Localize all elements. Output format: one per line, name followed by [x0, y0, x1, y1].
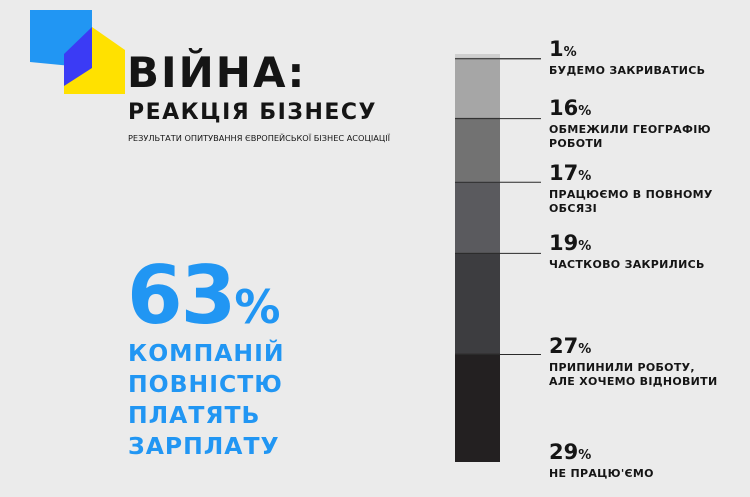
- highlight-line: ПОВНІСТЮ: [128, 370, 283, 398]
- data-label-number: 17: [549, 161, 579, 185]
- data-label-unit: %: [578, 104, 592, 119]
- data-label-value: 1%: [549, 38, 705, 64]
- highlight-line: ПЛАТЯТЬ: [128, 401, 261, 429]
- bar-segment: [455, 54, 500, 58]
- data-label-text: ОБМЕЖИЛИ ГЕОГРАФІЮ: [549, 123, 711, 136]
- data-label-value: 16%: [549, 97, 711, 123]
- data-label-number: 19: [549, 231, 579, 255]
- data-label-value: 29%: [549, 441, 654, 467]
- data-label-value: 19%: [549, 232, 705, 258]
- data-label-text: ПРИПИНИЛИ РОБОТУ,: [549, 361, 695, 374]
- data-label-number: 1: [549, 37, 564, 61]
- data-label-text: ПРАЦЮЄМО В ПОВНОМУ: [549, 188, 713, 201]
- highlight-unit: %: [234, 280, 281, 334]
- highlight-caption: КОМПАНІЙ ПОВНІСТЮ ПЛАТЯТЬ ЗАРПЛАТУ: [128, 338, 285, 462]
- data-label: 17% ПРАЦЮЄМО В ПОВНОМУ ОБСЯЗІ: [549, 162, 713, 216]
- data-label-text: БУДЕМО ЗАКРИВАТИСЬ: [549, 64, 706, 77]
- bar-segment: [455, 252, 500, 354]
- data-label-text: НЕ ПРАЦЮ'ЄМО: [549, 467, 654, 480]
- data-label: 27% ПРИПИНИЛИ РОБОТУ, АЛЕ ХОЧЕМО ВІДНОВИТИ: [549, 335, 718, 389]
- data-label-number: 16: [549, 96, 579, 120]
- source-note: РЕЗУЛЬТАТИ ОПИТУВАННЯ ЄВРОПЕЙСЬКОЇ БІЗНЕ…: [128, 133, 391, 143]
- data-label-value: 27%: [549, 335, 718, 361]
- data-label-number: 27: [549, 334, 579, 358]
- data-label: 16% ОБМЕЖИЛИ ГЕОГРАФІЮ РОБОТИ: [549, 97, 711, 151]
- page-title: ВІЙНА:: [127, 48, 307, 97]
- data-label-unit: %: [578, 448, 592, 463]
- logo-icon: [30, 10, 125, 94]
- highlight-stat: 63%: [127, 256, 280, 336]
- highlight-line: ЗАРПЛАТУ: [128, 432, 280, 460]
- highlight-line: КОМПАНІЙ: [128, 339, 285, 367]
- data-label-text: РОБОТИ: [549, 137, 603, 150]
- data-label-text: ЧАСТКОВО ЗАКРИЛИСЬ: [549, 258, 705, 271]
- data-label: 1% БУДЕМО ЗАКРИВАТИСЬ: [549, 38, 705, 78]
- data-label-number: 29: [549, 440, 579, 464]
- data-label-unit: %: [578, 342, 592, 357]
- bar-segment: [455, 181, 500, 253]
- data-label-unit: %: [578, 169, 592, 184]
- data-label-unit: %: [578, 239, 592, 254]
- bar-segment: [455, 353, 500, 462]
- bar-segment: [455, 117, 500, 182]
- data-label: 19% ЧАСТКОВО ЗАКРИЛИСЬ: [549, 232, 705, 272]
- logo-dark-blue-shape: [64, 27, 92, 86]
- data-label-text: ОБСЯЗІ: [549, 202, 597, 215]
- data-label-text: АЛЕ ХОЧЕМО ВІДНОВИТИ: [549, 375, 718, 388]
- page-subtitle: РЕАКЦІЯ БІЗНЕСУ: [128, 100, 377, 125]
- bar-segment: [455, 57, 500, 118]
- data-label-unit: %: [563, 45, 577, 60]
- data-label: 29% НЕ ПРАЦЮ'ЄМО: [549, 441, 654, 481]
- data-label-value: 17%: [549, 162, 713, 188]
- highlight-value: 63: [127, 249, 236, 342]
